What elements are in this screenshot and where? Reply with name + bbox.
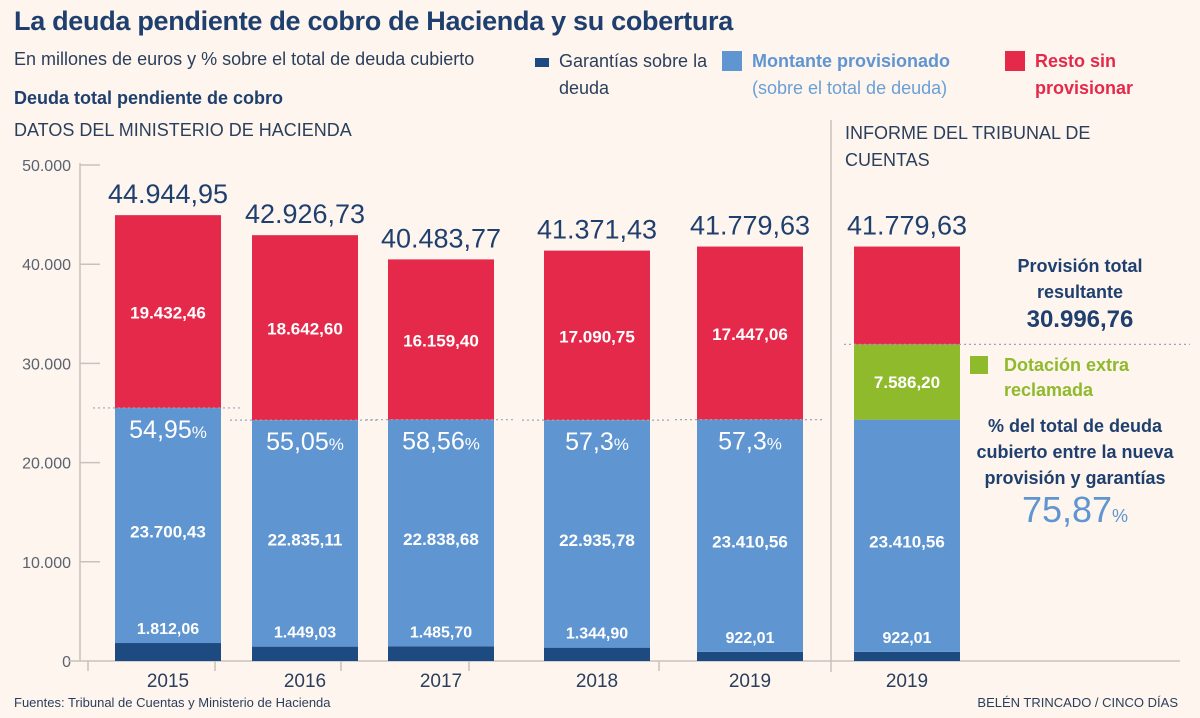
y-tick-label: 0: [62, 654, 71, 671]
bar-label-resto: 19.432,46: [130, 304, 206, 323]
bar-label-dotacion: 7.586,20: [874, 373, 940, 392]
bar-total-label: 42.926,73: [245, 199, 365, 229]
bar-label-coverage-pct: 55,05%: [266, 428, 344, 456]
bar-segment-garantias: [252, 646, 358, 661]
bar-segment-dotacion: [854, 344, 960, 420]
y-tick-label: 20.000: [22, 456, 71, 473]
legend-label-resto: Resto sin provisionar: [1035, 51, 1134, 98]
legend-swatch-garantias: [535, 58, 549, 67]
series-title: Deuda total pendiente de cobro: [14, 88, 284, 108]
bar-segment-provisionado: [544, 420, 650, 648]
bar-segment-garantias: [544, 647, 650, 661]
x-tick-label: 2019: [729, 671, 771, 692]
section-label-ministerio: DATOS DEL MINISTERIO DE HACIENDA: [14, 120, 352, 140]
bar-label-provisionado: 22.935,78: [559, 531, 635, 550]
x-tick-label: 2015: [147, 671, 189, 692]
bar-label-garantias: 1.485,70: [410, 624, 472, 641]
legend-swatch-provisionado: [722, 51, 742, 71]
y-tick-label: 10.000: [22, 555, 71, 572]
bar-total-label: 44.944,95: [108, 179, 228, 209]
coverage-label: % del total de deuda cubierto entre la n…: [976, 416, 1174, 488]
bar-label-coverage-pct: 58,56%: [402, 428, 480, 456]
bar-label-garantias: 922,01: [726, 630, 775, 647]
provision-label: Provisión total resultante: [1017, 256, 1143, 302]
bar-segment-provisionado: [115, 407, 221, 644]
bar-label-resto: 16.159,40: [403, 332, 479, 351]
bar-label-resto: 17.447,06: [712, 325, 788, 344]
bar-label-provisionado: 22.838,68: [403, 530, 479, 549]
legend-label-dotacion: Dotación extra reclamada: [1004, 355, 1130, 400]
bar-label-provisionado: 23.410,56: [712, 533, 788, 552]
bar-total-label: 41.779,63: [690, 211, 810, 241]
legend-item-dotacion: Dotación extra reclamada: [970, 353, 1184, 403]
bar-segment-resto: [115, 215, 221, 408]
bar-label-provisionado: 22.835,11: [268, 530, 343, 549]
y-tick-label: 50.000: [22, 158, 71, 175]
legend-label-provisionado: Montante provisionado (sobre el total de…: [752, 48, 950, 102]
bar-total-label: 41.371,43: [537, 215, 657, 245]
bar-segment-garantias: [388, 646, 494, 661]
bar-segment-resto: [544, 250, 650, 421]
bar-segment-resto: [252, 235, 358, 421]
y-tick-label: 30.000: [22, 356, 71, 373]
coverage-annotation: % del total de deuda cubierto entre la n…: [975, 413, 1175, 529]
x-tick-label: 2016: [284, 671, 326, 692]
bar-label-resto: 18.642,60: [267, 320, 343, 339]
author-credit: BELÉN TRINCADO / CINCO DÍAS: [977, 695, 1178, 710]
provision-annotation: Provisión total resultante 30.996,76: [990, 253, 1170, 333]
legend-item-resto: Resto sin provisionar: [1005, 48, 1155, 102]
legend-swatch-resto: [1005, 51, 1025, 71]
provision-value: 30.996,76: [1026, 306, 1134, 333]
bar-label-garantias: 1.449,03: [274, 625, 336, 642]
bar-segment-provisionado: [854, 419, 960, 652]
bar-segment-provisionado: [388, 419, 494, 647]
chart-title: La deuda pendiente de cobro de Hacienda …: [14, 6, 733, 36]
legend-label-provisionado-sub: (sobre el total de deuda): [752, 78, 948, 98]
bar-label-coverage-pct: 57,3%: [718, 428, 782, 456]
coverage-value: 75,87: [1021, 489, 1113, 530]
bar-segment-resto: [854, 246, 960, 345]
chart-subtitle: En millones de euros y % sobre el total …: [14, 49, 475, 69]
bar-label-coverage-pct: 57,3%: [565, 428, 629, 456]
bar-label-garantias: 922,01: [883, 630, 932, 647]
coverage-unit: %: [1112, 506, 1129, 526]
bar-label-provisionado: 23.700,43: [130, 522, 206, 541]
bar-segment-garantias: [697, 651, 803, 661]
legend-item-garantias: Garantías sobre la deuda: [535, 48, 709, 102]
x-tick-label: 2018: [576, 671, 618, 692]
bar-label-garantias: 1.812,06: [137, 621, 199, 638]
coverage-value-wrap: 75,87%: [975, 492, 1175, 529]
bar-label-garantias: 1.344,90: [566, 626, 628, 643]
bar-segment-resto: [388, 259, 494, 420]
legend-label-garantias: Garantías sobre la deuda: [559, 51, 708, 98]
y-tick-label: 40.000: [22, 257, 71, 274]
bar-total-label: 41.779,63: [847, 211, 967, 241]
source-note: Fuentes: Tribunal de Cuentas y Ministeri…: [14, 695, 331, 710]
legend-label-provisionado-main: Montante provisionado: [752, 51, 950, 71]
section-label-tribunal: INFORME DEL TRIBUNAL DE CUENTAS: [845, 123, 1091, 170]
bar-segment-garantias: [854, 651, 960, 661]
legend-item-provisionado: Montante provisionado (sobre el total de…: [722, 48, 950, 102]
bar-segment-provisionado: [697, 419, 803, 652]
bar-label-coverage-pct: 54,95%: [129, 416, 207, 444]
bar-segment-garantias: [115, 643, 221, 661]
legend-swatch-dotacion: [970, 356, 988, 374]
x-tick-label: 2017: [420, 671, 462, 692]
bar-segment-resto: [697, 246, 803, 420]
bar-label-provisionado: 23.410,56: [869, 533, 945, 552]
bar-total-label: 40.483,77: [381, 223, 501, 253]
x-tick-label: 2019: [886, 671, 928, 692]
bar-label-resto: 17.090,75: [559, 327, 635, 346]
bar-segment-provisionado: [252, 420, 358, 647]
